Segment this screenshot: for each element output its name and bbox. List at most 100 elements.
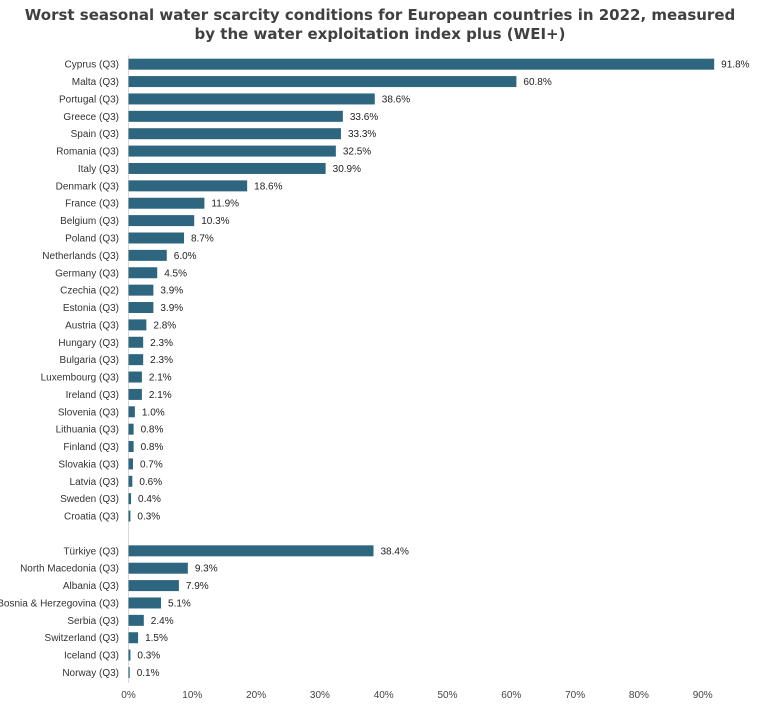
category-label: Iceland (Q3): [64, 651, 119, 662]
bar: [128, 93, 375, 105]
chart-title: Worst seasonal water scarcity conditions…: [0, 6, 760, 44]
value-label: 3.9%: [160, 303, 183, 314]
category-label: Türkiye (Q3): [63, 546, 119, 557]
bar: [128, 267, 158, 279]
bar: [128, 580, 179, 592]
value-label: 0.3%: [137, 512, 160, 523]
bar: [128, 249, 167, 261]
value-label: 10.3%: [201, 216, 229, 227]
x-tick-label: 0%: [121, 690, 136, 701]
category-label: Switzerland (Q3): [45, 633, 119, 644]
x-tick-label: 60%: [501, 690, 521, 701]
x-tick-label: 20%: [246, 690, 266, 701]
value-label: 6.0%: [174, 251, 197, 262]
x-tick-label: 70%: [565, 690, 585, 701]
x-tick-label: 10%: [182, 690, 202, 701]
value-label: 33.3%: [348, 129, 376, 140]
value-label: 2.1%: [149, 373, 172, 384]
category-label: Bulgaria (Q3): [60, 355, 119, 366]
value-label: 60.8%: [523, 77, 551, 88]
value-label: 11.9%: [211, 199, 239, 210]
category-label: Portugal (Q3): [59, 94, 119, 105]
bar: [128, 545, 374, 557]
bar: [128, 423, 134, 435]
value-label: 2.3%: [150, 355, 173, 366]
value-label: 32.5%: [343, 147, 371, 158]
value-label: 7.9%: [186, 581, 209, 592]
category-label: Spain (Q3): [71, 129, 119, 140]
bar: [128, 145, 336, 157]
x-tick-label: 40%: [374, 690, 394, 701]
value-label: 4.5%: [164, 268, 187, 279]
bar: [128, 284, 154, 296]
bar: [128, 162, 326, 174]
bar: [128, 302, 154, 314]
value-label: 18.6%: [254, 181, 282, 192]
value-label: 1.0%: [142, 407, 165, 418]
chart-title-line-1: Worst seasonal water scarcity conditions…: [24, 6, 736, 24]
value-label: 8.7%: [191, 233, 214, 244]
value-label: 0.4%: [138, 494, 161, 505]
bar: [128, 458, 133, 470]
value-label: 0.8%: [141, 425, 164, 436]
bar: [128, 180, 248, 192]
bar: [128, 128, 341, 140]
value-label: 2.8%: [153, 320, 176, 331]
chart-title-line-2: by the water exploitation index plus (WE…: [194, 25, 566, 43]
bar: [128, 354, 144, 366]
value-label: 91.8%: [721, 60, 749, 71]
x-tick-label: 90%: [693, 690, 713, 701]
category-label: Cyprus (Q3): [65, 60, 119, 71]
value-label: 30.9%: [333, 164, 361, 175]
category-label: Czechia (Q2): [60, 286, 119, 297]
value-label: 0.6%: [139, 477, 162, 488]
category-label: Malta (Q3): [72, 77, 119, 88]
bar: [128, 614, 144, 626]
category-label: Norway (Q3): [62, 668, 119, 679]
bar: [128, 232, 185, 244]
value-label: 5.1%: [168, 598, 191, 609]
bar: [128, 493, 132, 505]
bar: [128, 388, 142, 400]
value-label: 2.1%: [149, 390, 172, 401]
category-label: Poland (Q3): [65, 233, 119, 244]
category-label: Austria (Q3): [65, 320, 119, 331]
category-label: Netherlands (Q3): [42, 251, 119, 262]
value-label: 0.1%: [137, 668, 160, 679]
value-label: 3.9%: [160, 286, 183, 297]
value-label: 0.3%: [137, 651, 160, 662]
category-label: North Macedonia (Q3): [20, 564, 119, 575]
bar: [128, 76, 517, 88]
value-label: 1.5%: [145, 633, 168, 644]
category-label: Luxembourg (Q3): [41, 373, 119, 384]
value-label: 38.4%: [380, 546, 408, 557]
category-label: Estonia (Q3): [63, 303, 119, 314]
value-label: 38.6%: [382, 94, 410, 105]
category-label: Romania (Q3): [56, 147, 119, 158]
category-label: Belgium (Q3): [60, 216, 119, 227]
bar: [128, 58, 715, 70]
value-label: 0.8%: [141, 442, 164, 453]
x-tick-label: 50%: [437, 690, 457, 701]
category-label: Ireland (Q3): [66, 390, 119, 401]
category-label: Germany (Q3): [55, 268, 119, 279]
bar: [128, 632, 139, 644]
bar: [128, 336, 144, 348]
bar: [128, 666, 130, 678]
category-label: Denmark (Q3): [56, 181, 119, 192]
category-label: Serbia (Q3): [67, 616, 119, 627]
category-label: Lithuania (Q3): [56, 425, 119, 436]
category-label: Sweden (Q3): [60, 494, 119, 505]
bar: [128, 215, 195, 227]
category-label: Italy (Q3): [78, 164, 119, 175]
category-label: Slovenia (Q3): [58, 407, 119, 418]
bar: [128, 649, 131, 661]
bar: [128, 597, 162, 609]
category-label: Slovakia (Q3): [58, 459, 119, 470]
bar: [128, 562, 188, 574]
value-label: 0.7%: [140, 459, 163, 470]
bar: [128, 475, 133, 487]
category-label: Finland (Q3): [63, 442, 119, 453]
bar: [128, 110, 343, 122]
